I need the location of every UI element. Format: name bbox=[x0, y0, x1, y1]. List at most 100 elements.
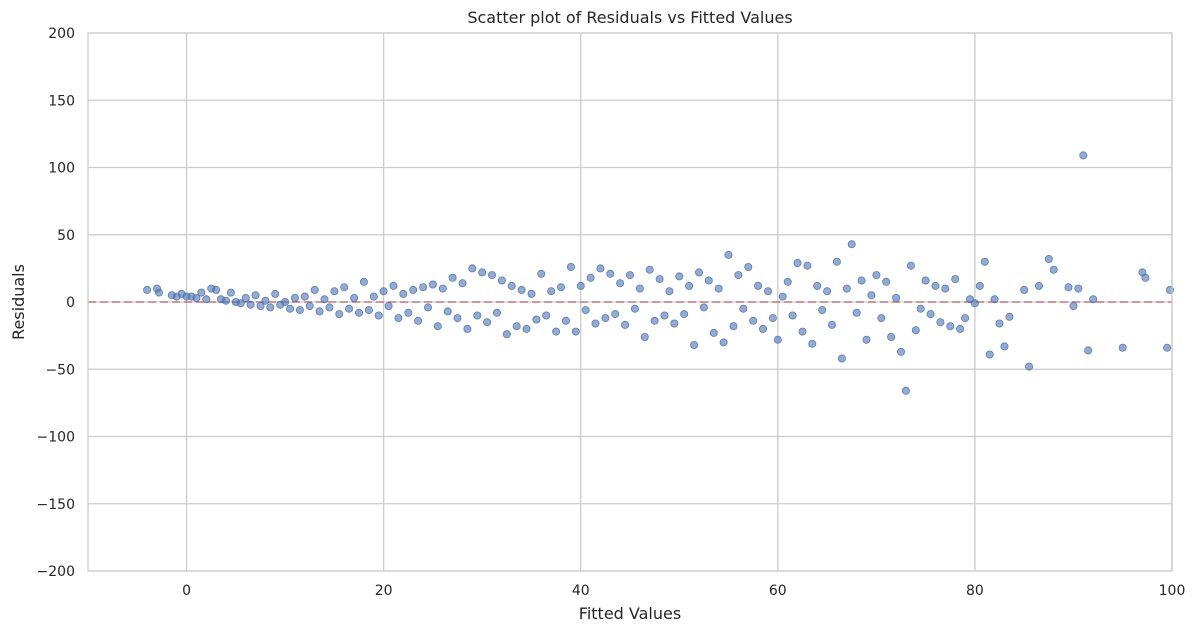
x-axis-label: Fitted Values bbox=[579, 604, 681, 623]
data-point bbox=[409, 285, 418, 294]
data-point bbox=[601, 314, 610, 323]
data-point bbox=[911, 326, 920, 335]
data-point bbox=[892, 293, 901, 302]
data-point bbox=[680, 310, 689, 319]
data-point bbox=[566, 262, 575, 271]
data-point bbox=[670, 319, 679, 328]
data-point bbox=[532, 315, 541, 324]
data-point bbox=[414, 316, 423, 325]
x-tick-label: 0 bbox=[182, 583, 191, 599]
data-point bbox=[685, 281, 694, 290]
data-point bbox=[325, 303, 334, 312]
x-tick-label: 80 bbox=[966, 583, 984, 599]
data-point bbox=[749, 316, 758, 325]
data-point bbox=[364, 306, 373, 315]
y-tick-label: −100 bbox=[37, 430, 75, 446]
data-point bbox=[202, 295, 211, 304]
data-point bbox=[443, 307, 452, 316]
data-point bbox=[310, 285, 319, 294]
data-point bbox=[877, 314, 886, 323]
data-point bbox=[1163, 343, 1172, 352]
data-point bbox=[1074, 284, 1083, 293]
data-point bbox=[704, 276, 713, 285]
x-tick-label: 40 bbox=[572, 583, 590, 599]
data-point bbox=[872, 271, 881, 280]
data-point bbox=[621, 320, 630, 329]
data-point bbox=[768, 314, 777, 323]
data-point bbox=[985, 350, 994, 359]
data-point bbox=[266, 303, 275, 312]
data-point bbox=[596, 264, 605, 273]
data-point bbox=[788, 311, 797, 320]
data-point bbox=[744, 262, 753, 271]
data-point bbox=[1141, 273, 1150, 282]
data-point bbox=[852, 308, 861, 317]
data-point bbox=[192, 293, 201, 302]
data-point bbox=[828, 320, 837, 329]
data-point bbox=[226, 288, 235, 297]
data-point bbox=[154, 288, 163, 297]
data-point bbox=[936, 318, 945, 327]
data-point bbox=[956, 324, 965, 333]
data-point bbox=[759, 324, 768, 333]
points-layer bbox=[143, 151, 1175, 395]
data-point bbox=[1118, 343, 1127, 352]
data-point bbox=[980, 257, 989, 266]
data-point bbox=[379, 287, 388, 296]
data-point bbox=[665, 287, 674, 296]
data-point bbox=[626, 271, 635, 280]
data-point bbox=[557, 283, 566, 292]
data-point bbox=[581, 306, 590, 315]
data-point bbox=[660, 311, 669, 320]
y-axis-label: Residuals bbox=[9, 264, 28, 340]
data-point bbox=[473, 311, 482, 320]
data-point bbox=[340, 283, 349, 292]
y-tick-label: −200 bbox=[37, 564, 75, 580]
data-point bbox=[778, 292, 787, 301]
data-point bbox=[507, 281, 516, 290]
data-point bbox=[591, 319, 600, 328]
data-point bbox=[655, 275, 664, 284]
data-point bbox=[951, 275, 960, 284]
data-point bbox=[906, 261, 915, 270]
data-point bbox=[542, 311, 551, 320]
data-point bbox=[335, 310, 344, 319]
data-point bbox=[926, 310, 935, 319]
data-point bbox=[724, 250, 733, 259]
data-point bbox=[1079, 151, 1088, 160]
data-point bbox=[616, 279, 625, 288]
data-point bbox=[350, 293, 359, 302]
data-point bbox=[517, 285, 526, 294]
data-point bbox=[675, 272, 684, 281]
data-point bbox=[295, 306, 304, 315]
x-tick-labels: 0 20 40 60 80 100 bbox=[182, 583, 1185, 599]
data-point bbox=[803, 261, 812, 270]
data-point bbox=[857, 276, 866, 285]
data-point bbox=[793, 258, 802, 267]
data-point bbox=[630, 304, 639, 313]
data-point bbox=[256, 301, 265, 310]
data-point bbox=[399, 289, 408, 298]
y-tick-label: 150 bbox=[48, 93, 75, 109]
data-point bbox=[650, 316, 659, 325]
data-point bbox=[369, 292, 378, 301]
data-point bbox=[635, 284, 644, 293]
data-point bbox=[709, 328, 718, 337]
data-point bbox=[246, 300, 255, 309]
data-point bbox=[729, 322, 738, 331]
data-point bbox=[271, 289, 280, 298]
data-point bbox=[754, 281, 763, 290]
data-point bbox=[946, 322, 955, 331]
data-point bbox=[764, 287, 773, 296]
data-point bbox=[483, 318, 492, 327]
data-point bbox=[330, 287, 339, 296]
data-point bbox=[300, 292, 309, 301]
data-point bbox=[783, 277, 792, 286]
data-point bbox=[537, 269, 546, 278]
data-point bbox=[1069, 301, 1078, 310]
data-point bbox=[990, 295, 999, 304]
y-tick-labels: −200 −150 −100 −50 0 50 100 150 200 bbox=[37, 26, 75, 580]
y-tick-label: 0 bbox=[66, 295, 75, 311]
data-point bbox=[502, 330, 511, 339]
chart-title: Scatter plot of Residuals vs Fitted Valu… bbox=[467, 8, 792, 27]
